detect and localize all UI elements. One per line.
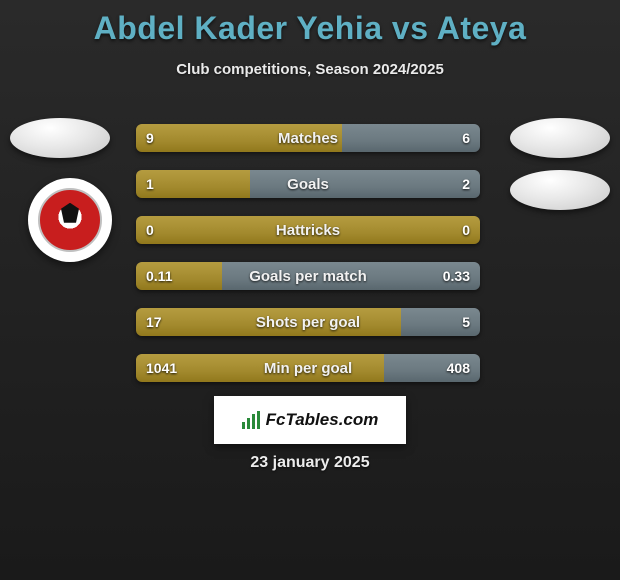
page-title: Abdel Kader Yehia vs Ateya xyxy=(0,0,620,47)
player-right-avatar xyxy=(510,118,610,158)
player-left-avatar xyxy=(10,118,110,158)
stat-row: Matches96 xyxy=(136,124,480,152)
subtitle: Club competitions, Season 2024/2025 xyxy=(0,61,620,78)
stat-bar-left xyxy=(136,170,250,198)
stat-row: Hattricks00 xyxy=(136,216,480,244)
stat-bar-left xyxy=(136,262,222,290)
player-right-avatar-secondary xyxy=(510,170,610,210)
date-text: 23 january 2025 xyxy=(0,454,620,472)
stat-row: Min per goal1041408 xyxy=(136,354,480,382)
stat-bar-right xyxy=(222,262,480,290)
stat-row: Goals per match0.110.33 xyxy=(136,262,480,290)
brand-badge[interactable]: FcTables.com xyxy=(214,396,406,444)
fctables-logo-bars-icon xyxy=(242,411,260,429)
stats-bars-container: Matches96 Goals12 Hattricks00 Goals per mat… xyxy=(136,124,480,400)
brand-text: FcTables.com xyxy=(266,410,379,430)
stat-row: Shots per goal175 xyxy=(136,308,480,336)
club-crest-icon xyxy=(38,188,102,252)
fctables-logo: FcTables.com xyxy=(242,410,379,430)
stat-bar-right xyxy=(384,354,480,382)
stat-bar-right xyxy=(342,124,480,152)
stat-row: Goals12 xyxy=(136,170,480,198)
stat-bar-left xyxy=(136,308,401,336)
stat-bar-right xyxy=(250,170,480,198)
stat-bar-left xyxy=(136,216,480,244)
stat-bar-right xyxy=(401,308,480,336)
stat-bar-left xyxy=(136,124,342,152)
stat-bar-left xyxy=(136,354,384,382)
club-badge-left xyxy=(28,178,112,262)
